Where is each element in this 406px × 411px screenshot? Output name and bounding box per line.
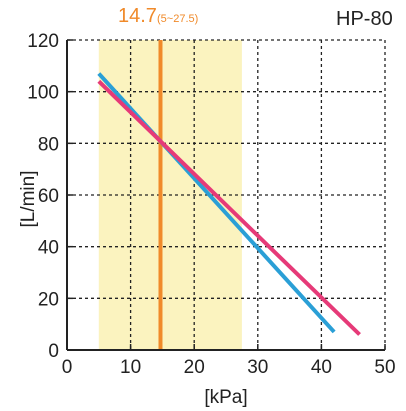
x-tick-label: 20 <box>184 357 205 378</box>
x-tick-label: 30 <box>247 357 268 378</box>
y-tick-label: 20 <box>38 289 59 310</box>
series-group <box>97 72 361 336</box>
y-tick-label: 0 <box>48 341 59 362</box>
series-line-2 <box>97 79 361 336</box>
x-tick-label: 50 <box>374 357 395 378</box>
chart-title: HP-80 <box>336 8 393 30</box>
x-tick-label: 0 <box>62 357 73 378</box>
y-tick-labels: 0 20 40 60 80 100 120 <box>27 31 59 362</box>
y-tick-label: 100 <box>27 83 59 104</box>
axes <box>66 39 386 351</box>
y-tick-label: 60 <box>38 186 59 207</box>
x-tick-label: 40 <box>311 357 332 378</box>
x-tick-labels: 0 10 20 30 40 50 <box>62 357 396 378</box>
y-tick-label: 80 <box>38 134 59 155</box>
y-tick-label: 40 <box>38 238 59 259</box>
x-tick-label: 10 <box>120 357 141 378</box>
rated-pressure-label: 14.7 <box>118 5 157 27</box>
y-tick-label: 120 <box>27 31 59 52</box>
operating-range-label: (5~27.5) <box>157 13 198 25</box>
x-axis-label: [kPa] <box>204 387 247 408</box>
y-axis-label: [L/min] <box>18 170 39 227</box>
